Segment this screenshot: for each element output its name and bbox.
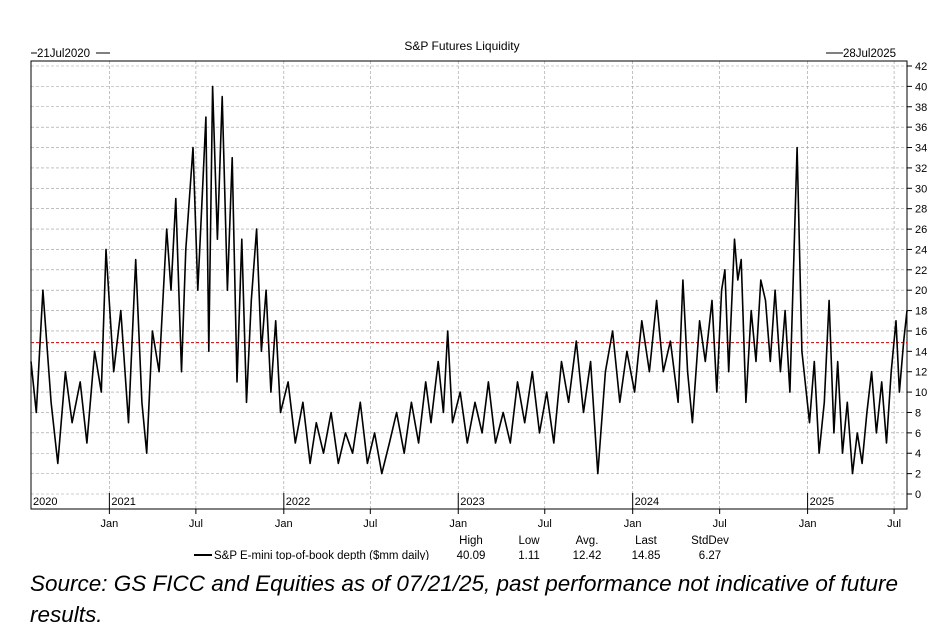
legend-label: S&P E-mini top-of-book depth ($mm daily) bbox=[214, 550, 429, 560]
y-tick-label: 18 bbox=[915, 306, 927, 318]
start-date-marker: 21Jul2020 bbox=[31, 48, 110, 60]
legend: S&P E-mini top-of-book depth ($mm daily) bbox=[194, 550, 429, 560]
end-date-marker: 28Jul2025 bbox=[826, 48, 896, 60]
y-tick-label: 12 bbox=[915, 367, 927, 379]
y-tick-label: 14 bbox=[915, 346, 927, 358]
year-label: 2020 bbox=[33, 496, 57, 508]
x-axis: Jan Jul Jan Jul Jan Jul Jan Jul Jan Jul 2020 2021 20… bbox=[33, 493, 901, 530]
y-tick-label: 2 bbox=[915, 469, 921, 481]
stats-header: High bbox=[459, 535, 483, 547]
x-tick-label: Jan bbox=[624, 518, 642, 530]
series-layer bbox=[30, 85, 908, 475]
gridlines bbox=[31, 61, 907, 509]
stats-value: 6.27 bbox=[699, 550, 721, 560]
x-tick-label: Jul bbox=[887, 518, 901, 530]
x-tick-label: Jul bbox=[713, 518, 727, 530]
y-tick-label: 20 bbox=[915, 285, 927, 297]
x-tick-label: Jan bbox=[449, 518, 467, 530]
source-note: Source: GS FICC and Equities as of 07/21… bbox=[30, 571, 898, 627]
start-date-label: 21Jul2020 bbox=[37, 48, 90, 60]
year-label: 2022 bbox=[286, 496, 310, 508]
y-tick-label: 34 bbox=[915, 143, 927, 155]
year-label: 2024 bbox=[635, 496, 659, 508]
y-tick-label: 10 bbox=[915, 387, 927, 399]
y-tick-label: 24 bbox=[915, 244, 927, 256]
y-tick-label: 16 bbox=[915, 326, 927, 338]
x-tick-label: Jul bbox=[538, 518, 552, 530]
y-tick-label: 38 bbox=[915, 102, 927, 114]
x-tick-label: Jan bbox=[275, 518, 293, 530]
x-tick-label: Jan bbox=[101, 518, 119, 530]
y-tick-label: 32 bbox=[915, 163, 927, 175]
stats-value: 40.09 bbox=[457, 550, 486, 560]
y-tick-label: 30 bbox=[915, 183, 927, 195]
end-date-label: 28Jul2025 bbox=[843, 48, 896, 60]
x-tick-label: Jan bbox=[799, 518, 817, 530]
year-label: 2023 bbox=[460, 496, 484, 508]
stats-value: 14.85 bbox=[632, 550, 661, 560]
y-tick-label: 22 bbox=[915, 265, 927, 277]
series-line bbox=[30, 85, 908, 475]
y-tick-label: 4 bbox=[915, 448, 921, 460]
y-tick-label: 40 bbox=[915, 81, 927, 93]
chart: S&P Futures Liquidity 21Jul2020 28Jul202… bbox=[30, 39, 927, 560]
y-tick-label: 0 bbox=[915, 489, 921, 501]
plot-frame bbox=[30, 60, 908, 510]
x-tick-label: Jul bbox=[189, 518, 203, 530]
y-tick-label: 26 bbox=[915, 224, 927, 236]
stats-value: 12.42 bbox=[573, 550, 602, 560]
chart-title: S&P Futures Liquidity bbox=[404, 39, 519, 53]
stats-header: StdDev bbox=[691, 535, 729, 547]
y-tick-label: 6 bbox=[915, 428, 921, 440]
stats-header: Low bbox=[518, 535, 540, 547]
y-tick-label: 36 bbox=[915, 122, 927, 134]
x-tick-label: Jul bbox=[363, 518, 377, 530]
year-label: 2025 bbox=[810, 496, 834, 508]
year-label: 2021 bbox=[111, 496, 135, 508]
y-tick-label: 8 bbox=[915, 407, 921, 419]
y-tick-label: 42 bbox=[915, 61, 927, 73]
stats-table: High Low Avg. Last StdDev 40.09 1.11 12.42 14.85… bbox=[457, 535, 729, 560]
stats-value: 1.11 bbox=[518, 550, 540, 560]
stats-header: Avg. bbox=[576, 535, 599, 547]
stats-header: Last bbox=[635, 535, 658, 547]
y-tick-label: 28 bbox=[915, 204, 927, 216]
